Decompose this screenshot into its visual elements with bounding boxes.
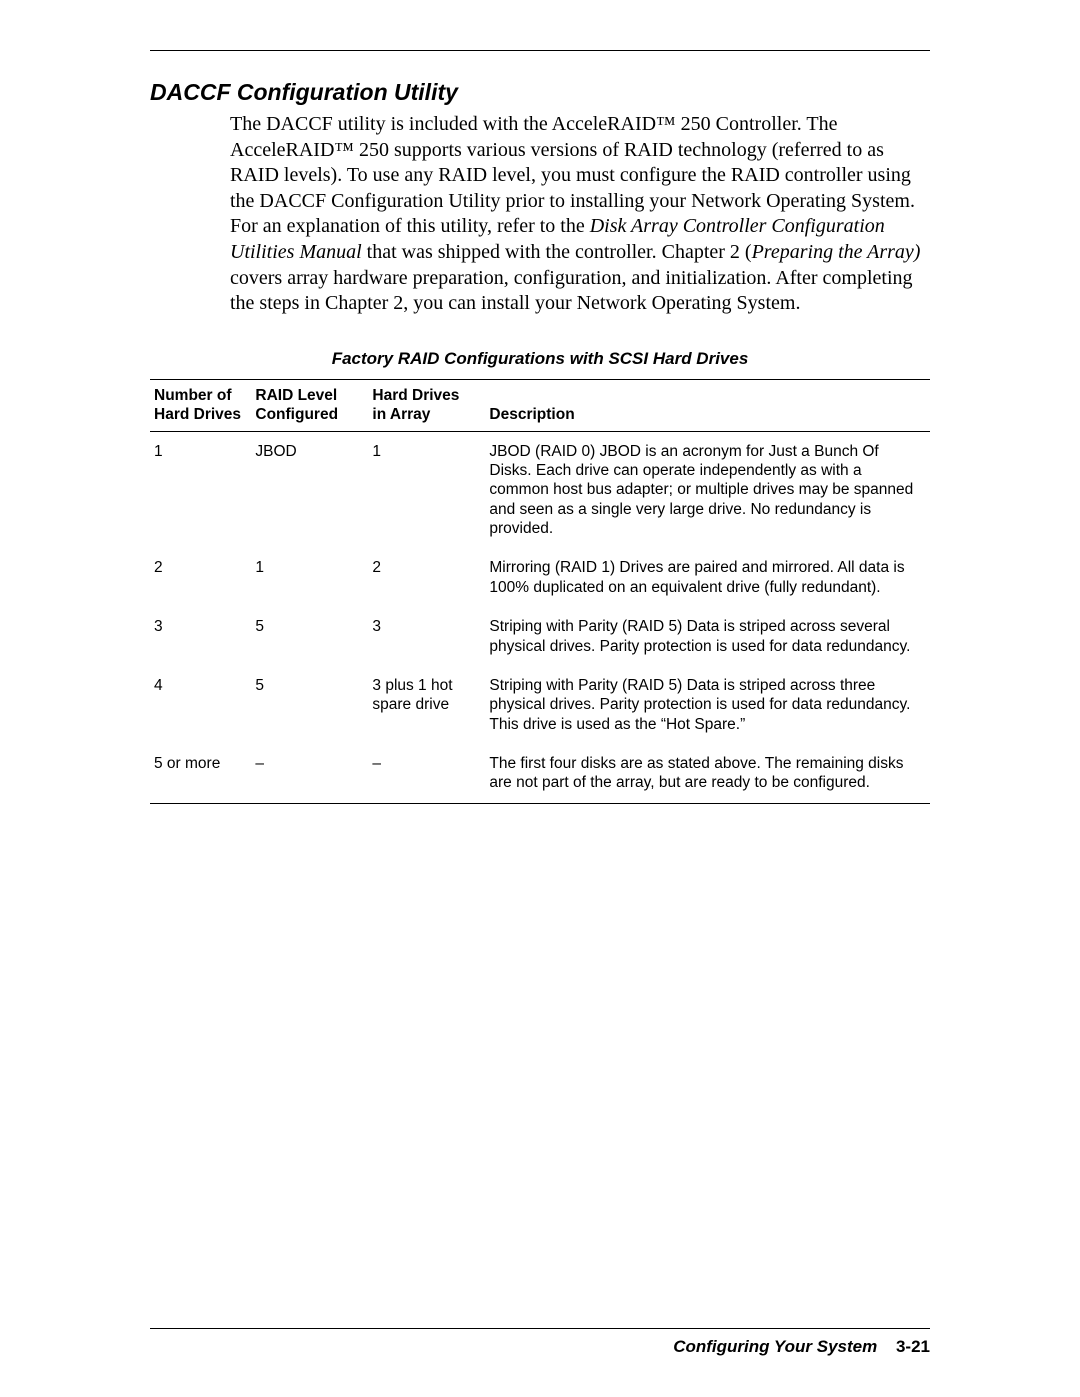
cell-raid: 5: [251, 666, 368, 744]
para-text-3: covers array hardware preparation, confi…: [230, 267, 913, 315]
cell-desc: Striping with Parity (RAID 5) Data is st…: [485, 607, 930, 666]
table-caption: Factory RAID Configurations with SCSI Ha…: [150, 349, 930, 369]
col-header-desc: Description: [485, 379, 930, 431]
cell-arr: 1: [368, 431, 485, 548]
col-header-array: Hard Drives in Array: [368, 379, 485, 431]
table-row: 5 or more – – The first four disks are a…: [150, 744, 930, 803]
top-rule: [150, 50, 930, 51]
table-row: 4 5 3 plus 1 hot spare drive Striping wi…: [150, 666, 930, 744]
col-header-array-l2: in Array: [372, 406, 430, 423]
col-header-number: Number of Hard Drives: [150, 379, 251, 431]
col-header-array-l1: Hard Drives: [372, 387, 459, 404]
cell-raid: JBOD: [251, 431, 368, 548]
col-header-raid: RAID Level Configured: [251, 379, 368, 431]
cell-desc: Mirroring (RAID 1) Drives are paired and…: [485, 548, 930, 607]
cell-desc: Striping with Parity (RAID 5) Data is st…: [485, 666, 930, 744]
footer-rule: [150, 1328, 930, 1329]
section-paragraph: The DACCF utility is included with the A…: [150, 112, 930, 317]
col-header-desc-label: Description: [489, 406, 574, 423]
cell-arr: 3 plus 1 hot spare drive: [368, 666, 485, 744]
cell-raid: –: [251, 744, 368, 803]
footer-text: Configuring Your System 3-21: [150, 1337, 930, 1357]
para-ital-2: Preparing the Array): [752, 241, 921, 263]
cell-arr: 3: [368, 607, 485, 666]
footer-page-number: 3-21: [896, 1337, 930, 1356]
table-row: 1 JBOD 1 JBOD (RAID 0) JBOD is an acrony…: [150, 431, 930, 548]
section-title: DACCF Configuration Utility: [150, 79, 930, 106]
footer-chapter: Configuring Your System: [673, 1337, 877, 1356]
table-row: 3 5 3 Striping with Parity (RAID 5) Data…: [150, 607, 930, 666]
raid-table: Number of Hard Drives RAID Level Configu…: [150, 379, 930, 804]
cell-arr: –: [368, 744, 485, 803]
col-header-number-l1: Number of: [154, 387, 232, 404]
page-footer: Configuring Your System 3-21: [150, 1328, 930, 1357]
table-row: 2 1 2 Mirroring (RAID 1) Drives are pair…: [150, 548, 930, 607]
cell-num: 3: [150, 607, 251, 666]
table-header-row: Number of Hard Drives RAID Level Configu…: [150, 379, 930, 431]
para-text-2: that was shipped with the controller. Ch…: [362, 241, 752, 263]
cell-num: 5 or more: [150, 744, 251, 803]
cell-num: 4: [150, 666, 251, 744]
cell-arr: 2: [368, 548, 485, 607]
cell-raid: 5: [251, 607, 368, 666]
cell-desc: The first four disks are as stated above…: [485, 744, 930, 803]
col-header-raid-l1: RAID Level: [255, 387, 337, 404]
cell-desc: JBOD (RAID 0) JBOD is an acronym for Jus…: [485, 431, 930, 548]
cell-raid: 1: [251, 548, 368, 607]
col-header-raid-l2: Configured: [255, 406, 338, 423]
col-header-number-l2: Hard Drives: [154, 406, 241, 423]
cell-num: 1: [150, 431, 251, 548]
cell-num: 2: [150, 548, 251, 607]
page: DACCF Configuration Utility The DACCF ut…: [0, 0, 1080, 1397]
